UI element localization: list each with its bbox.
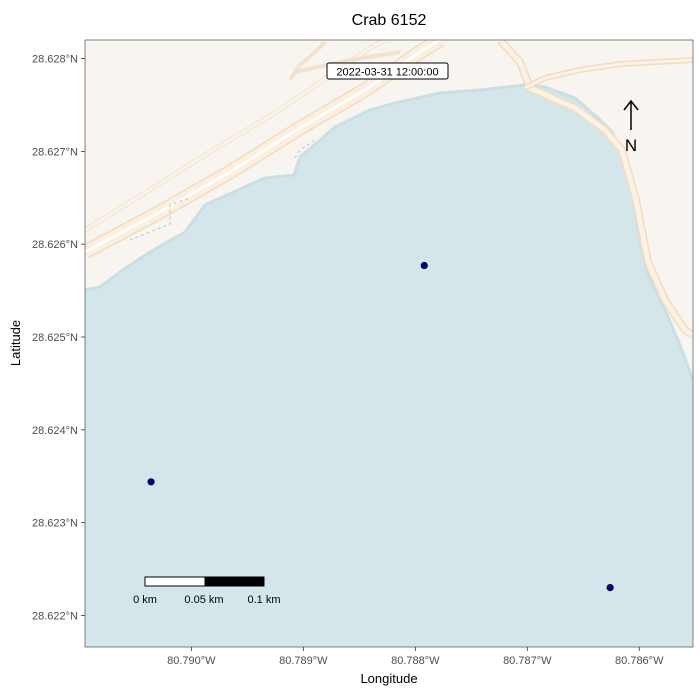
timestamp-text: 2022-03-31 12:00:00 xyxy=(336,67,438,79)
x-tick-label: 80.786°W xyxy=(615,655,664,667)
road-connector-b xyxy=(294,50,401,74)
scale-bar-black xyxy=(204,576,265,587)
y-tick-label: 28.628°N xyxy=(32,54,78,66)
land-northwest xyxy=(85,40,693,380)
road-northeast-b-fill xyxy=(524,58,693,90)
scale-label-1: 0.05 km xyxy=(184,594,223,606)
road-secondary-fill xyxy=(85,40,386,232)
scale-label-0: 0 km xyxy=(133,594,157,606)
x-tick-label: 80.790°W xyxy=(167,655,216,667)
y-tick-label: 28.626°N xyxy=(32,239,78,251)
panel-frame xyxy=(84,39,694,648)
y-tick-label: 28.622°N xyxy=(32,610,78,622)
timestamp-box xyxy=(326,62,449,80)
timestamp-label: 2022-03-31 12:00:00 xyxy=(326,62,449,80)
north-arrow-label: N xyxy=(625,136,637,155)
x-tick-label: 80.788°W xyxy=(391,655,440,667)
y-tick-label: 28.627°N xyxy=(32,146,78,158)
crab-location-point[interactable] xyxy=(606,583,614,592)
y-axis: 28.628°N 28.627°N 28.626°N 28.625°N 28.624°N… xyxy=(32,54,85,622)
road-northeast-fill xyxy=(498,40,693,338)
y-tick-label: 28.625°N xyxy=(32,332,78,344)
crab-locations xyxy=(147,261,614,592)
scale-bar: 0 km 0.05 km 0.1 km xyxy=(133,576,281,606)
scale-label-2: 0.1 km xyxy=(247,594,280,606)
map-panel[interactable] xyxy=(85,40,693,647)
x-axis: 80.790°W 80.789°W 80.788°W 80.787°W 80.786°W xyxy=(167,647,664,667)
crab-location-point[interactable] xyxy=(420,261,428,270)
road-connector-a xyxy=(288,40,327,82)
north-arrow: N xyxy=(623,99,639,155)
y-tick-label: 28.623°N xyxy=(32,518,78,530)
y-tick-label: 28.624°N xyxy=(32,425,78,437)
plot-title: Crab 6152 xyxy=(351,12,427,29)
x-axis-title: Longitude xyxy=(360,671,417,686)
y-axis-title: Latitude xyxy=(8,320,23,366)
north-arrow-head xyxy=(623,99,639,111)
scale-bar-white xyxy=(144,576,206,587)
x-tick-label: 80.787°W xyxy=(503,655,552,667)
road-main-center xyxy=(85,40,441,254)
crab-location-point[interactable] xyxy=(147,478,155,486)
trail-dashed xyxy=(129,197,191,241)
x-tick-label: 80.789°W xyxy=(279,655,328,667)
